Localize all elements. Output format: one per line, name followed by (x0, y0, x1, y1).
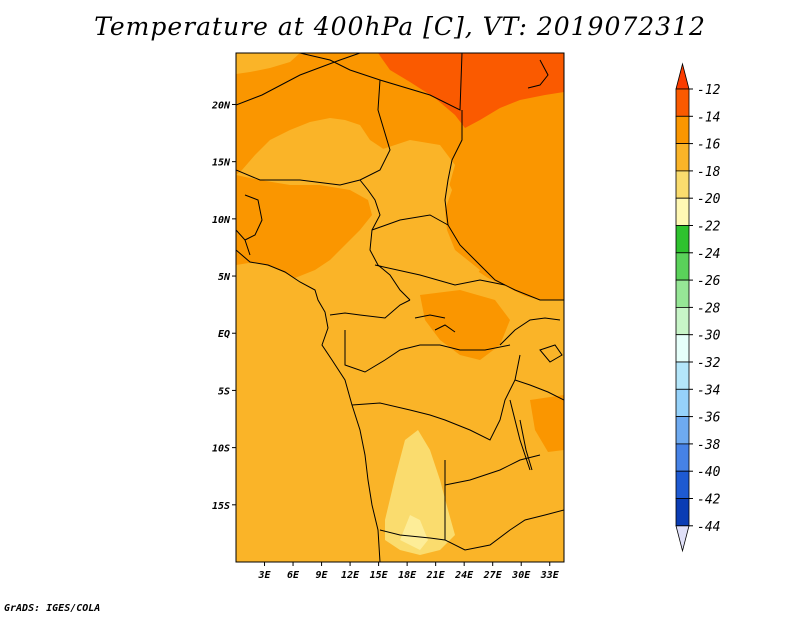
legend-label: -26 (697, 274, 721, 289)
longitude-axis: 3E 6E 9E 12E 15E 18E 21E 24E 27E 30E 33E (257, 562, 560, 581)
temperature-field (236, 53, 564, 562)
field-band-16-patch-b (236, 53, 300, 74)
lat-tick-label: 15N (212, 158, 231, 169)
lat-tick-label: 20N (211, 100, 231, 111)
legend-swatch (675, 334, 690, 363)
legend-swatch (675, 252, 690, 281)
latitude-axis: 20N 15N 10N 5N EQ 5S 10S 15S (211, 100, 236, 512)
lat-tick-label: 5N (218, 272, 231, 283)
legend-label: -36 (697, 411, 721, 426)
field-band-16-patch-c (395, 230, 480, 285)
legend-label: -32 (697, 356, 721, 371)
legend-bottom-arrow (675, 525, 690, 553)
legend-label: -24 (697, 247, 720, 262)
field-band-16-patch-a (372, 140, 455, 235)
legend-swatch (675, 197, 690, 226)
lon-tick-label: 21E (426, 570, 446, 581)
field-band-20 (400, 515, 428, 550)
lat-tick-label: EQ (218, 329, 230, 340)
lon-tick-label: 18E (398, 570, 417, 581)
legend-label: -42 (697, 493, 721, 508)
field-band-18 (385, 430, 455, 555)
color-bar-legend: -12 -14 -16 -18 -20 -22 -24 -26 -28 -30 -32 -34 -36 -… (675, 62, 721, 553)
legend-swatch (675, 361, 690, 390)
lat-tick-label: 15S (212, 501, 230, 512)
legend-label: -38 (697, 438, 721, 453)
legend-swatch (675, 115, 690, 145)
legend-swatch (675, 388, 690, 417)
lat-tick-label: 5S (218, 386, 230, 397)
field-band-14-west (236, 175, 372, 278)
legend-label: -22 (697, 220, 721, 235)
legend-label: -34 (697, 383, 720, 398)
legend-label: -30 (697, 329, 721, 344)
map-title: Temperature at 400hPa [C], VT: 201907231… (94, 12, 706, 41)
field-band-14-east-patch (420, 290, 510, 360)
lat-tick-label: 10S (212, 444, 230, 455)
legend-swatch (675, 470, 690, 499)
legend-top-arrow (675, 62, 690, 90)
lon-tick-label: 3E (257, 570, 271, 581)
legend-swatch (675, 306, 690, 336)
lon-tick-label: 6E (287, 570, 300, 581)
lon-tick-label: 15E (370, 570, 389, 581)
legend-label: -14 (697, 110, 720, 125)
country-borders (236, 53, 564, 562)
field-band-12 (378, 53, 564, 128)
field-band-14-southeast-patch (530, 395, 564, 452)
map-frame (235, 52, 565, 563)
legend-label: -20 (697, 192, 721, 207)
legend-swatch (675, 443, 690, 472)
legend-swatch (675, 416, 690, 445)
legend-label: -40 (697, 465, 721, 480)
legend-swatch (675, 88, 690, 117)
legend-swatch (675, 170, 690, 199)
lon-tick-label: 33E (540, 570, 560, 581)
legend-swatch (675, 143, 690, 172)
legend-swatch (675, 498, 690, 527)
legend-label: -18 (697, 165, 721, 180)
legend-label: -44 (697, 520, 720, 535)
legend-label: -28 (697, 301, 721, 316)
credit-text: GrADS: IGES/COLA (4, 603, 101, 614)
lat-tick-label: 10N (212, 215, 231, 226)
lon-tick-label: 30E (511, 570, 531, 581)
legend-label: -16 (697, 138, 721, 153)
lon-tick-label: 9E (316, 570, 329, 581)
legend-label: -12 (697, 83, 721, 98)
legend-swatch (675, 225, 690, 254)
legend-swatch (675, 279, 690, 308)
lon-tick-label: 27E (483, 570, 503, 581)
lon-tick-label: 24E (454, 570, 474, 581)
lon-tick-label: 12E (341, 570, 360, 581)
